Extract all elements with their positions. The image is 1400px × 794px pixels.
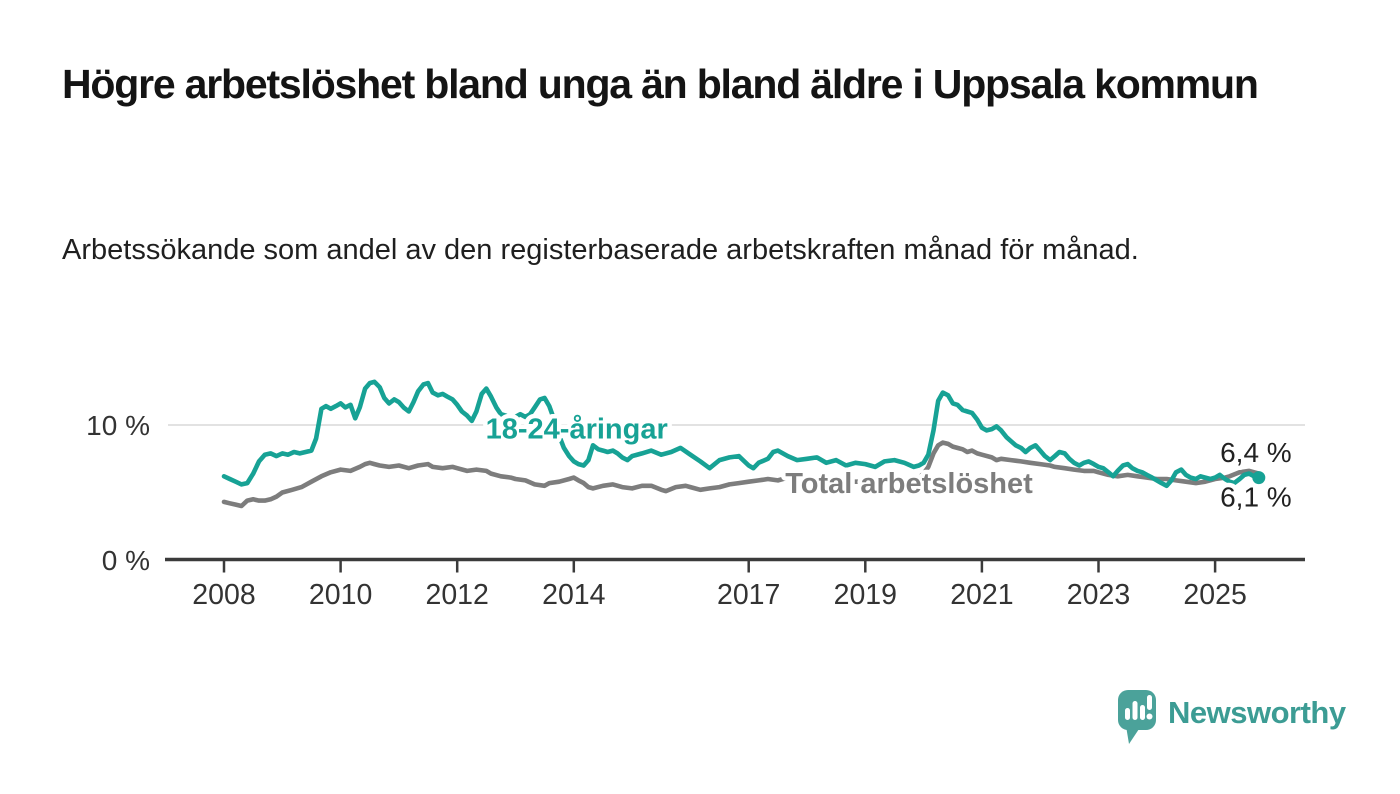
- x-tick-label-2017: 2017: [717, 579, 780, 611]
- y-tick-label-0: 0 %: [102, 545, 150, 576]
- logo-bubble-tail: [1126, 726, 1141, 744]
- annotation-layer: 18-24-åringar Total arbetslöshet 6,4 % 6,1 …: [481, 409, 1296, 517]
- chart-title: Högre arbetslöshet bland unga än bland ä…: [62, 61, 1259, 107]
- series-label-total: Total arbetslöshet: [785, 468, 1033, 500]
- end-value-youth: 6,1 %: [1220, 481, 1292, 512]
- x-tick-label-2012: 2012: [425, 579, 488, 611]
- series-label-youth: 18-24-åringar: [486, 413, 668, 445]
- logo-bar-1: [1125, 708, 1130, 720]
- series-line-18-24-åringar: [221, 379, 1262, 489]
- logo-exclamation-dot: [1146, 713, 1153, 720]
- x-tick-label-2014: 2014: [542, 579, 606, 611]
- logo-exclamation-bar: [1147, 695, 1152, 710]
- series-line-total-arbetslöshet: [221, 440, 1262, 509]
- newsworthy-logo: Newsworthy: [1118, 690, 1347, 744]
- x-tick-label-2023: 2023: [1067, 579, 1130, 611]
- series-layer: [221, 379, 1262, 509]
- x-tick-label-2008: 2008: [192, 579, 255, 611]
- x-tick-label-2025: 2025: [1183, 579, 1246, 611]
- newsworthy-logo-mark-icon: [1118, 690, 1156, 744]
- x-tick-label-2021: 2021: [950, 579, 1013, 611]
- x-tick-label-2019: 2019: [834, 579, 897, 611]
- x-tick-label-2010: 2010: [309, 579, 372, 611]
- logo-bar-3: [1140, 705, 1145, 720]
- logo-bar-2: [1132, 701, 1138, 720]
- y-tick-label-10: 10 %: [86, 410, 150, 441]
- series-end-dot-18-24-åringar: [1252, 471, 1266, 485]
- axis-layer: 0 % 10 % 2008 2010 2012 2014 2017 2019 2021 2023 2…: [86, 410, 1305, 611]
- chart-subtitle: Arbetssökande som andel av den registerb…: [62, 234, 1139, 266]
- end-value-total: 6,4 %: [1220, 437, 1292, 468]
- newsworthy-logo-text: Newsworthy: [1168, 695, 1347, 730]
